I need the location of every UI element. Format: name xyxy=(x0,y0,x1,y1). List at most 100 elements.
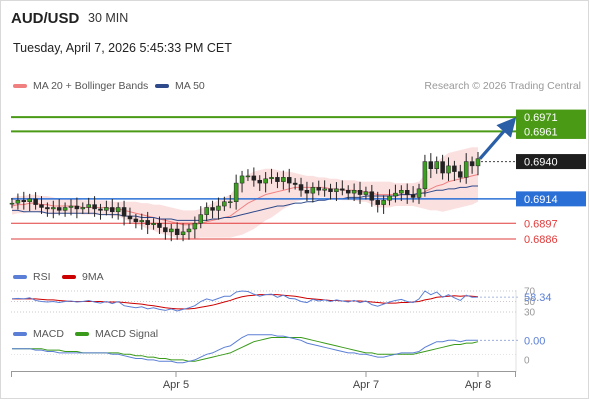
x-tick-label: Apr 5 xyxy=(163,379,189,391)
candle-body xyxy=(251,175,257,181)
timestamp: Tuesday, April 7, 2026 5:45:33 PM CET xyxy=(13,41,232,55)
candle-body xyxy=(127,215,133,220)
candle-body xyxy=(469,161,475,167)
ma20-legend-label: MA 20 + Bollinger Bands xyxy=(33,80,149,92)
candle-body xyxy=(62,207,68,211)
candle-body xyxy=(286,177,292,184)
candle-body xyxy=(133,218,139,223)
candle-body xyxy=(475,158,481,167)
candle-body xyxy=(428,161,434,169)
rsi-legend-label: RSI xyxy=(33,271,51,283)
candle-body xyxy=(104,207,109,211)
candle-body xyxy=(139,220,145,223)
current-price-label: 0.6940 xyxy=(524,157,558,169)
candle-body xyxy=(440,161,445,174)
candle-body xyxy=(210,207,215,211)
x-tick-label: Apr 7 xyxy=(353,379,379,391)
candle-body xyxy=(216,205,221,211)
rsi-level-label: 70 xyxy=(524,287,536,298)
resistance-label: 0.6961 xyxy=(524,126,558,138)
rsi-level-label: 30 xyxy=(524,308,536,319)
candle-body xyxy=(322,188,327,191)
candle-body xyxy=(434,161,439,169)
candle-body xyxy=(68,205,74,208)
ma50-legend-label: MA 50 xyxy=(175,80,205,92)
candle-body xyxy=(416,188,422,198)
candle-body xyxy=(363,191,369,195)
support-label: 0.6886 xyxy=(524,234,558,246)
macd-signal-line xyxy=(12,337,479,362)
candle-body xyxy=(393,192,398,197)
candle-body xyxy=(281,177,286,182)
candle-body xyxy=(204,207,209,215)
candle-body xyxy=(304,190,310,194)
ma50-line xyxy=(12,185,478,221)
credit-text: Research © 2026 Trading Central xyxy=(424,80,581,92)
candle-body xyxy=(340,188,345,191)
candle-body xyxy=(157,223,162,228)
macd-legend-swatch xyxy=(13,332,27,336)
candle-body xyxy=(422,161,428,190)
candle-body xyxy=(192,223,198,230)
rsi-line xyxy=(11,290,479,312)
candle-body xyxy=(257,179,262,184)
instrument-title: AUD/USD xyxy=(11,10,80,27)
rsi-value-label: 58.34 xyxy=(524,292,552,304)
candle-body xyxy=(198,214,204,224)
candle-body xyxy=(39,204,44,208)
candle-body xyxy=(345,190,351,194)
pivot-label: 0.6914 xyxy=(524,194,558,206)
candle-body xyxy=(446,165,451,174)
macd-signal-legend-label: MACD Signal xyxy=(95,328,159,340)
candle-body xyxy=(86,204,91,208)
candle-body xyxy=(245,175,251,178)
candle-body xyxy=(222,201,227,207)
pivot-label-box xyxy=(516,191,586,207)
macd-zero-label: 0 xyxy=(524,356,530,367)
candle-body xyxy=(458,171,463,178)
candle-body xyxy=(239,175,245,184)
timeframe-label: 30 MIN xyxy=(88,11,129,25)
candle-body xyxy=(56,207,62,211)
candle-body xyxy=(275,177,280,182)
rsi-ma-legend-label: 9MA xyxy=(82,271,104,283)
candle-body xyxy=(115,207,121,213)
candle-body xyxy=(121,207,127,217)
candle-body xyxy=(27,198,32,202)
candle-body xyxy=(145,220,150,225)
candle-body xyxy=(80,207,86,210)
forecast-arrow xyxy=(478,117,517,160)
candle-body xyxy=(45,207,50,210)
candle-body xyxy=(399,190,404,194)
rsi-ma-legend-swatch xyxy=(62,275,76,279)
candle-body xyxy=(404,190,410,195)
candle-body xyxy=(228,201,233,203)
candle-body xyxy=(351,190,357,194)
resistance-label: 0.6971 xyxy=(524,112,558,124)
candle-body xyxy=(9,202,15,205)
ma20-legend-swatch xyxy=(13,84,27,88)
resistance-label-box xyxy=(516,123,586,139)
candle-body xyxy=(292,182,298,185)
candle-body xyxy=(452,165,457,172)
candle-body xyxy=(316,187,321,191)
candle-body xyxy=(334,188,339,192)
candle-body xyxy=(110,207,115,213)
candle-body xyxy=(186,228,192,233)
macd-legend-label: MACD xyxy=(33,328,64,340)
support-label: 0.6897 xyxy=(524,218,558,230)
candle-body xyxy=(375,200,380,205)
rsi-ma9-line xyxy=(12,294,479,310)
candle-body xyxy=(15,200,21,204)
candle-body xyxy=(310,187,316,194)
macd-signal-legend-swatch xyxy=(75,332,89,336)
candle-body xyxy=(51,207,56,210)
macd-value-label: 0.00 xyxy=(524,335,545,347)
x-tick-label: Apr 8 xyxy=(465,379,491,391)
candle-body xyxy=(92,204,97,210)
candle-body xyxy=(33,198,38,205)
candle-body xyxy=(98,208,103,211)
candle-body xyxy=(74,205,80,210)
